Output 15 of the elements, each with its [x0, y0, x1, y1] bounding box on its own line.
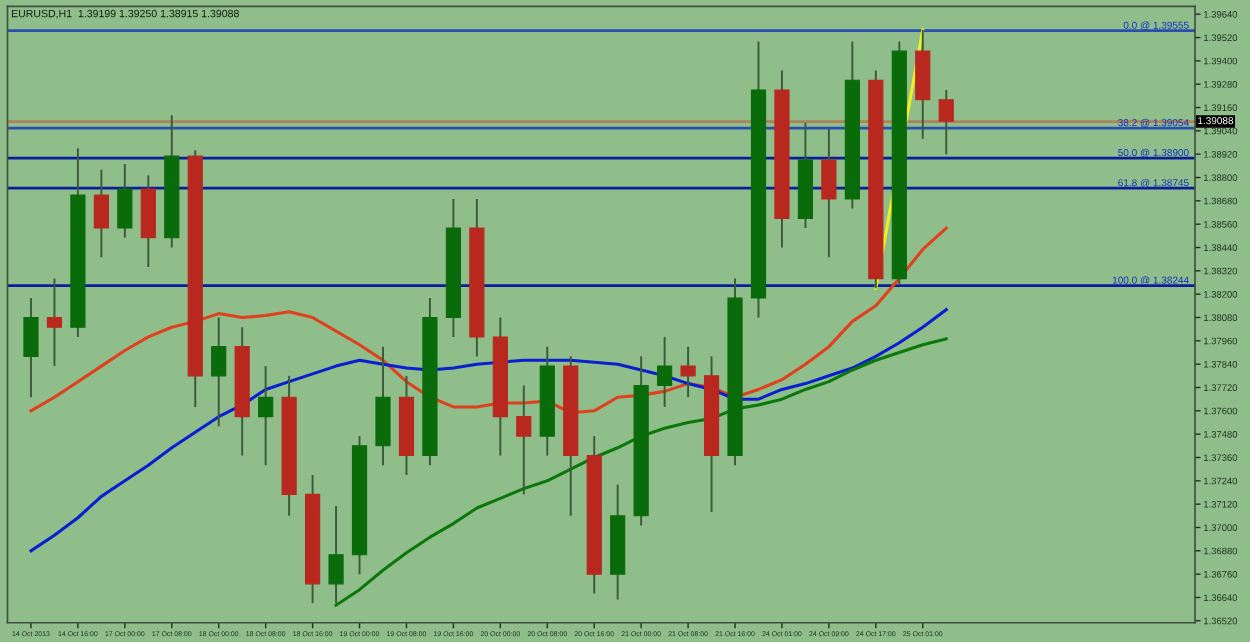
candlestick	[821, 127, 837, 259]
candlestick	[93, 168, 109, 259]
candlestick	[516, 384, 532, 496]
candlestick	[23, 297, 39, 399]
candlestick	[211, 316, 227, 428]
candlestick	[328, 505, 344, 605]
candlestick	[938, 89, 954, 156]
candlestick	[680, 345, 696, 399]
candlestick	[657, 335, 673, 408]
candlestick	[46, 277, 63, 368]
line-series	[29, 226, 948, 415]
line-series	[29, 308, 948, 553]
line-series	[334, 337, 948, 607]
candlestick	[258, 365, 274, 467]
candlestick	[117, 162, 133, 239]
